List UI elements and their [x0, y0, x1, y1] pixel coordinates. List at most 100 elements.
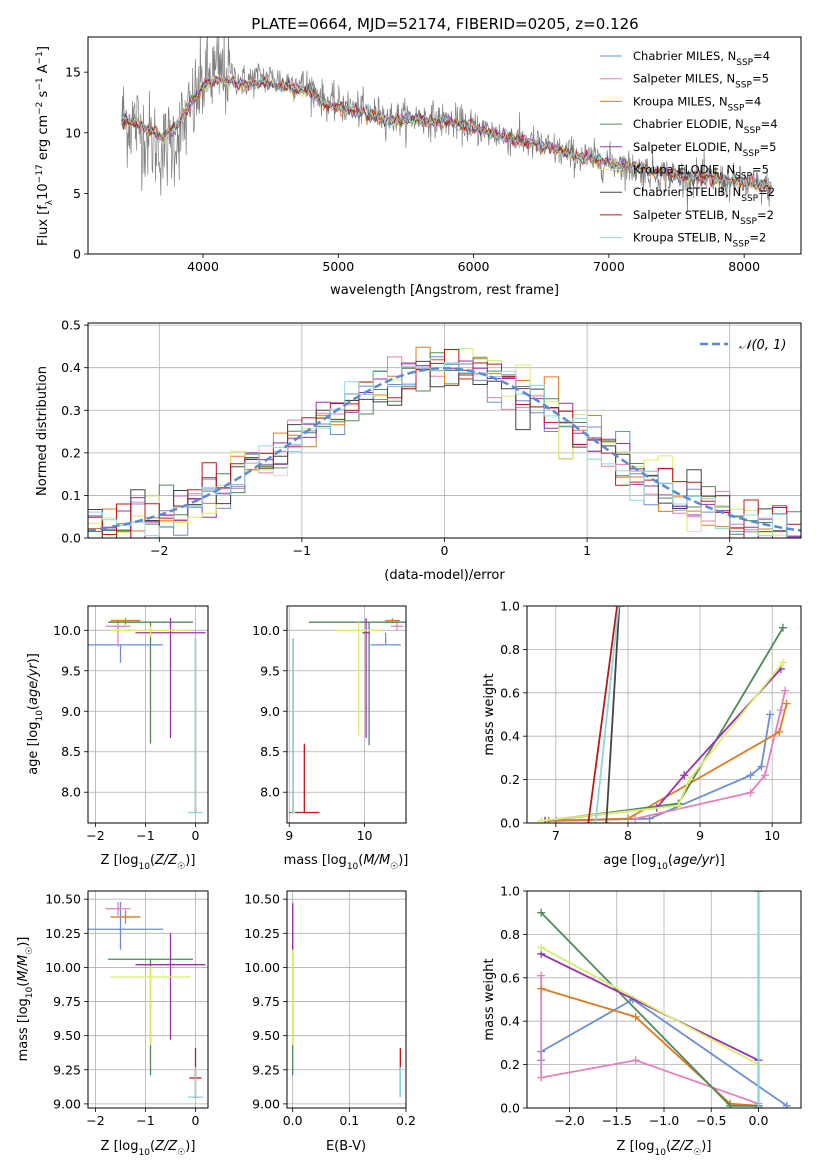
- y-tick-label: 9.25: [53, 1062, 81, 1077]
- series-line: [540, 912, 759, 1107]
- x-tick-label: 8000: [728, 259, 760, 274]
- x-tick-label: 0.2: [396, 1113, 416, 1128]
- plot-area: [289, 618, 406, 814]
- plot-area: [88, 901, 206, 1098]
- x-tick-label: −2: [86, 1113, 104, 1128]
- axes-frame: [87, 605, 209, 824]
- x-tick-label: 2: [726, 543, 734, 558]
- legend-entry: Chabrier ELODIE, NSSP=4: [633, 117, 778, 136]
- y-tick-label: 0.4: [61, 360, 81, 375]
- x-tick-label: 9: [696, 828, 704, 843]
- series-marker: [631, 1012, 640, 1021]
- series-marker: [782, 699, 791, 708]
- mass-weight-series: [537, 658, 787, 823]
- series-marker: [615, 606, 624, 610]
- axes-frame: [286, 890, 407, 1109]
- x-tick-label: −2: [150, 543, 168, 558]
- y-tick-label: 0.1: [61, 488, 81, 503]
- y-axis-label: mass weight: [482, 673, 497, 755]
- y-tick-label: 10.0: [252, 623, 280, 638]
- error-bar-point: [390, 622, 403, 631]
- series-marker: [537, 1073, 546, 1082]
- error-bar-point: [105, 901, 131, 916]
- series-marker: [776, 706, 785, 715]
- y-tick-label: 9.0: [61, 704, 81, 719]
- x-tick-label: −2: [86, 828, 104, 843]
- y-tick-label: 5: [73, 186, 81, 201]
- y-tick-label: 0.5: [61, 318, 81, 333]
- y-axis-label: Normed distribution: [35, 366, 50, 496]
- series-marker: [591, 819, 600, 823]
- y-tick-label: 0.2: [61, 445, 81, 460]
- y-tick-label: 1.0: [500, 599, 520, 614]
- series-marker: [746, 771, 755, 780]
- model-spectrum: [121, 76, 772, 192]
- plot-mass_weight_vs_Z: −2.0 −1.5 −1.0 −0.5 0.0 0.0 0.2 0.4 0.6 0.8 1.0 Z […: [482, 884, 802, 1158]
- x-axis-label: Z [log10(Z/Z☉)]: [617, 1139, 712, 1158]
- plot-age_vs_Z: −2 −1 0 8.0 8.5 9.0 9.5 10.0 Z [log10(Z/Z☉)] age …: [26, 605, 209, 872]
- plot-area: [121, 37, 772, 213]
- mass-weight-series: [591, 606, 623, 823]
- x-tick-label: 0: [192, 828, 200, 843]
- y-tick-label: 10.50: [244, 892, 280, 907]
- plot-area: [292, 901, 401, 1098]
- series-line: [540, 946, 760, 1108]
- y-axis-label: Flux [fλ10−17 erg cm−2 s−1 A−1]: [35, 46, 55, 246]
- mass-weight-series: [541, 664, 785, 823]
- mass-weight-series: [537, 984, 763, 1108]
- error-bar-point: [110, 966, 191, 1046]
- x-tick-label: 10: [357, 828, 373, 843]
- x-axis-label: age [log10(age/yr)]: [603, 853, 725, 872]
- series-marker: [778, 658, 787, 667]
- y-tick-label: 8.0: [260, 785, 280, 800]
- y-tick-label: 10.00: [244, 960, 280, 975]
- error-bar-point: [110, 618, 141, 625]
- x-tick-label: 10: [764, 828, 780, 843]
- x-tick-label: 0.0: [749, 1113, 769, 1128]
- error-bar-point: [88, 901, 163, 950]
- y-tick-label: 0.0: [500, 816, 520, 831]
- legend-entry: 𝒩(0, 1): [739, 338, 786, 353]
- x-tick-label: 7: [552, 828, 560, 843]
- y-tick-label: 10.00: [45, 960, 81, 975]
- y-tick-label: 9.75: [53, 994, 81, 1009]
- error-bar-point: [290, 638, 296, 814]
- normal-curve: [88, 366, 801, 532]
- series-line: [594, 606, 620, 823]
- y-tick-label: 15: [65, 65, 81, 80]
- plot-area: [88, 618, 206, 814]
- series-marker: [782, 1101, 791, 1108]
- plot-area: [88, 346, 801, 538]
- y-tick-label: 9.00: [252, 1096, 280, 1111]
- series-line: [548, 703, 788, 822]
- legend-entry: Kroupa ELODIE, NSSP=5: [633, 163, 769, 182]
- plot-mass_weight_vs_age: 7 8 9 10 0.0 0.2 0.4 0.6 0.8 1.0 age [log10(age/yr…: [482, 599, 802, 872]
- legend-entry: Kroupa STELIB, NSSP=2: [633, 231, 766, 250]
- y-tick-label: 0.8: [500, 927, 520, 942]
- x-axis-label: Z [log10(Z/Z☉)]: [101, 853, 196, 872]
- axes-frame: [526, 605, 802, 824]
- x-axis-label: E(B-V): [326, 1139, 366, 1154]
- y-tick-label: 0.8: [500, 642, 520, 657]
- y-tick-label: 9.50: [252, 1028, 280, 1043]
- series-line: [605, 606, 621, 823]
- model-spectrum: [121, 75, 772, 190]
- x-tick-label: 9: [285, 828, 293, 843]
- series-line: [540, 987, 759, 1107]
- error-bar-point: [362, 618, 370, 738]
- y-tick-label: 0.0: [61, 531, 81, 546]
- error-bar-point: [135, 933, 206, 1040]
- legend-entry: Salpeter ELODIE, NSSP=5: [633, 140, 776, 159]
- y-tick-label: 0.4: [500, 729, 520, 744]
- y-tick-label: 9.50: [53, 1028, 81, 1043]
- x-tick-label: −1: [293, 543, 311, 558]
- y-tick-label: 0.6: [500, 685, 520, 700]
- y-tick-label: 10.25: [244, 926, 280, 941]
- y-tick-label: 0.4: [500, 1014, 520, 1029]
- error-bar-point: [110, 910, 141, 924]
- x-tick-label: −1.5: [602, 1113, 632, 1128]
- error-bar-point: [188, 1067, 203, 1098]
- y-tick-label: 8.5: [61, 744, 81, 759]
- y-tick-label: 0.2: [500, 772, 520, 787]
